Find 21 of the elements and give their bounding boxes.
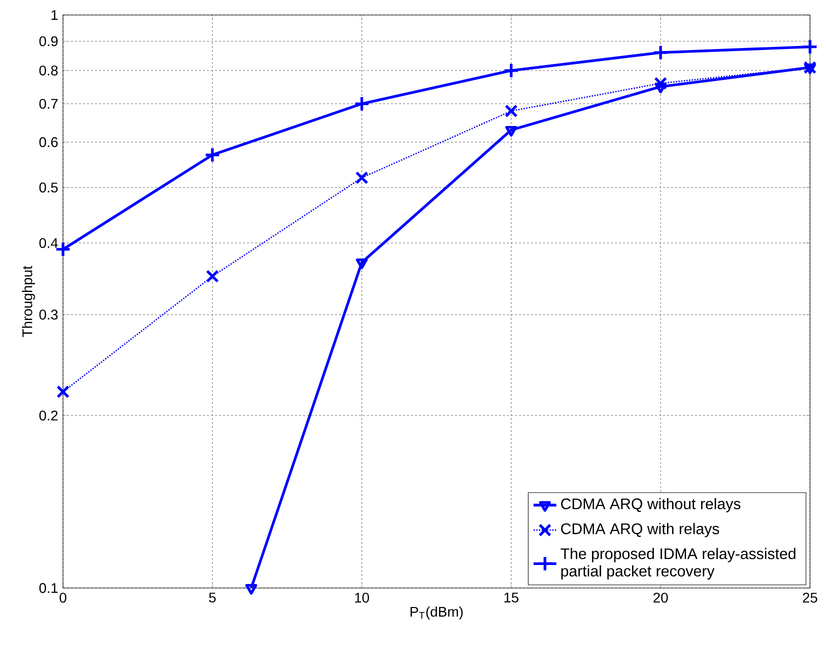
x-tick-label: 5 xyxy=(209,592,216,602)
y-tick-label: 0.5 xyxy=(39,182,58,192)
y-tick-label: 1 xyxy=(52,10,58,20)
x-tick-label: 15 xyxy=(504,592,518,602)
x-tick-label: 20 xyxy=(654,592,668,603)
y-tick-label: 0.2 xyxy=(39,410,58,421)
x-tick-label: 25 xyxy=(802,592,818,603)
y-axis-title: Throughput xyxy=(22,266,36,337)
y-tick-label: 0.3 xyxy=(39,310,58,320)
y-tick-label: 0.1 xyxy=(39,583,58,593)
x-axis-title: P$_{T}$(dBm) xyxy=(410,606,463,620)
x-tick-label: 10 xyxy=(355,592,370,603)
y-tick-label: 0.6 xyxy=(39,137,58,148)
y-tick-label: 0.8 xyxy=(39,66,58,76)
y-tick-label: 0.9 xyxy=(39,36,58,46)
legend-label: CDMA ARQ without relays xyxy=(561,498,740,512)
x-tick-label: 0 xyxy=(60,592,66,603)
y-tick-label: 0.7 xyxy=(39,98,58,109)
legend-label: The proposed IDMA relay-assisted partial packet recovery xyxy=(560,548,796,580)
legend-label: CDMA ARQ with relays xyxy=(561,522,720,538)
y-tick-label: 0.4 xyxy=(39,238,58,248)
